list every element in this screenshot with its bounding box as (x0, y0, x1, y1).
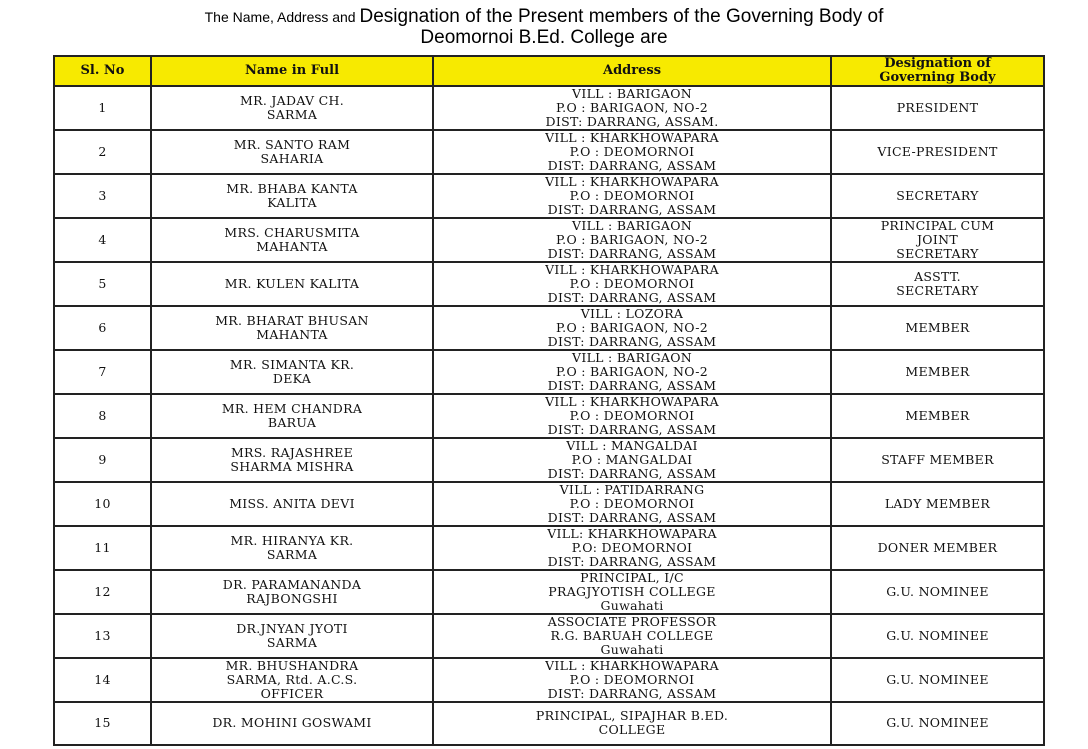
cell-sl-no: 14 (53, 657, 152, 703)
cell-designation: DONER MEMBER (830, 525, 1045, 571)
table-row: 10 MISS. ANITA DEVI VILL : PATIDARRANG P.O… (53, 481, 1045, 527)
heading-line-1: The Name, Address and Designation of the… (0, 6, 1088, 28)
cell-designation: G.U. NOMINEE (830, 569, 1045, 615)
cell-name: MR. JADAV CH. SARMA (150, 85, 434, 131)
cell-address: VILL : MANGALDAI P.O : MANGALDAI DIST: D… (432, 437, 832, 483)
cell-address: VILL : KHARKHOWAPARA P.O : DEOMORNOI DIS… (432, 173, 832, 219)
cell-name: MR. BHARAT BHUSAN MAHANTA (150, 305, 434, 351)
cell-sl-no: 1 (53, 85, 152, 131)
cell-name: MRS. RAJASHREE SHARMA MISHRA (150, 437, 434, 483)
header-sl-no: Sl. No (53, 55, 152, 87)
cell-address: VILL : KHARKHOWAPARA P.O : DEOMORNOI DIS… (432, 393, 832, 439)
table-header-row: Sl. No Name in Full Address Designation … (53, 55, 1045, 87)
cell-designation: SECRETARY (830, 173, 1045, 219)
cell-sl-no: 10 (53, 481, 152, 527)
cell-designation: STAFF MEMBER (830, 437, 1045, 483)
table-row: 8 MR. HEM CHANDRA BARUA VILL : KHARKHOWAPA… (53, 393, 1045, 439)
heading-line-2: Deomornoi B.Ed. College are (420, 27, 668, 48)
table-row: 1 MR. JADAV CH. SARMA VILL : BARIGAON P.O … (53, 85, 1045, 131)
table-row: 13 DR.JNYAN JYOTI SARMA ASSOCIATE PROFESSO… (53, 613, 1045, 659)
table-row: 14 MR. BHUSHANDRA SARMA, Rtd. A.C.S. OFFI… (53, 657, 1045, 703)
cell-name: MISS. ANITA DEVI (150, 481, 434, 527)
cell-address: VILL : KHARKHOWAPARA P.O : DEOMORNOI DIS… (432, 261, 832, 307)
cell-address: VILL : KHARKHOWAPARA P.O : DEOMORNOI DIS… (432, 657, 832, 703)
cell-designation: PRESIDENT (830, 85, 1045, 131)
cell-name: MR. BHABA KANTA KALITA (150, 173, 434, 219)
cell-designation: PRINCIPAL CUM JOINT SECRETARY (830, 217, 1045, 263)
cell-name: MR. SANTO RAM SAHARIA (150, 129, 434, 175)
cell-name: MR. HIRANYA KR. SARMA (150, 525, 434, 571)
cell-sl-no: 13 (53, 613, 152, 659)
heading-part-1: The Name, Address and (204, 9, 360, 25)
cell-address: VILL : KHARKHOWAPARA P.O : DEOMORNOI DIS… (432, 129, 832, 175)
table-row: 5 MR. KULEN KALITA VILL : KHARKHOWAPARA P.… (53, 261, 1045, 307)
cell-name: MR. KULEN KALITA (150, 261, 434, 307)
cell-address: PRINCIPAL, SIPAJHAR B.ED. COLLEGE (432, 701, 832, 746)
table-row: 7 MR. SIMANTA KR. DEKA VILL : BARIGAON P.O… (53, 349, 1045, 395)
cell-sl-no: 11 (53, 525, 152, 571)
cell-designation: VICE-PRESIDENT (830, 129, 1045, 175)
cell-name: DR. PARAMANANDA RAJBONGSHI (150, 569, 434, 615)
cell-sl-no: 8 (53, 393, 152, 439)
heading-part-2: Designation of the Present members of th… (359, 6, 884, 27)
governing-body-table: Sl. No Name in Full Address Designation … (53, 55, 1045, 746)
cell-designation: MEMBER (830, 393, 1045, 439)
cell-name: MRS. CHARUSMITA MAHANTA (150, 217, 434, 263)
cell-address: VILL : BARIGAON P.O : BARIGAON, NO-2 DIS… (432, 85, 832, 131)
header-designation: Designation of Governing Body (830, 55, 1045, 87)
cell-name: MR. BHUSHANDRA SARMA, Rtd. A.C.S. OFFICE… (150, 657, 434, 703)
cell-sl-no: 4 (53, 217, 152, 263)
cell-name: DR.JNYAN JYOTI SARMA (150, 613, 434, 659)
cell-address: PRINCIPAL, I/C PRAGJYOTISH COLLEGE Guwah… (432, 569, 832, 615)
cell-name: MR. HEM CHANDRA BARUA (150, 393, 434, 439)
cell-sl-no: 2 (53, 129, 152, 175)
cell-address: VILL: KHARKHOWAPARA P.O: DEOMORNOI DIST:… (432, 525, 832, 571)
cell-address: VILL : PATIDARRANG P.O : DEOMORNOI DIST:… (432, 481, 832, 527)
header-name: Name in Full (150, 55, 434, 87)
cell-address: VILL : BARIGAON P.O : BARIGAON, NO-2 DIS… (432, 217, 832, 263)
cell-designation: LADY MEMBER (830, 481, 1045, 527)
cell-designation: G.U. NOMINEE (830, 701, 1045, 746)
cell-address: VILL : LOZORA P.O : BARIGAON, NO-2 DIST:… (432, 305, 832, 351)
table-row: 9 MRS. RAJASHREE SHARMA MISHRA VILL : MANG… (53, 437, 1045, 483)
cell-sl-no: 15 (53, 701, 152, 746)
table-row: 2 MR. SANTO RAM SAHARIA VILL : KHARKHOWAPA… (53, 129, 1045, 175)
cell-designation: G.U. NOMINEE (830, 613, 1045, 659)
cell-sl-no: 9 (53, 437, 152, 483)
cell-designation: MEMBER (830, 349, 1045, 395)
table-row: 6 MR. BHARAT BHUSAN MAHANTA VILL : LOZORA … (53, 305, 1045, 351)
table-row: 12 DR. PARAMANANDA RAJBONGSHI PRINCIPAL, I… (53, 569, 1045, 615)
header-address: Address (432, 55, 832, 87)
cell-sl-no: 12 (53, 569, 152, 615)
cell-sl-no: 5 (53, 261, 152, 307)
table-row: 3 MR. BHABA KANTA KALITA VILL : KHARKHOWAP… (53, 173, 1045, 219)
cell-sl-no: 7 (53, 349, 152, 395)
table-row: 15 DR. MOHINI GOSWAMI PRINCIPAL, SIPAJHAR … (53, 701, 1045, 746)
cell-sl-no: 6 (53, 305, 152, 351)
table-row: 4 MRS. CHARUSMITA MAHANTA VILL : BARIGAON … (53, 217, 1045, 263)
cell-name: MR. SIMANTA KR. DEKA (150, 349, 434, 395)
cell-name: DR. MOHINI GOSWAMI (150, 701, 434, 746)
table-row: 11 MR. HIRANYA KR. SARMA VILL: KHARKHOWAPA… (53, 525, 1045, 571)
cell-sl-no: 3 (53, 173, 152, 219)
cell-address: ASSOCIATE PROFESSOR R.G. BARUAH COLLEGE … (432, 613, 832, 659)
cell-address: VILL : BARIGAON P.O : BARIGAON, NO-2 DIS… (432, 349, 832, 395)
cell-designation: G.U. NOMINEE (830, 657, 1045, 703)
cell-designation: ASSTT. SECRETARY (830, 261, 1045, 307)
cell-designation: MEMBER (830, 305, 1045, 351)
